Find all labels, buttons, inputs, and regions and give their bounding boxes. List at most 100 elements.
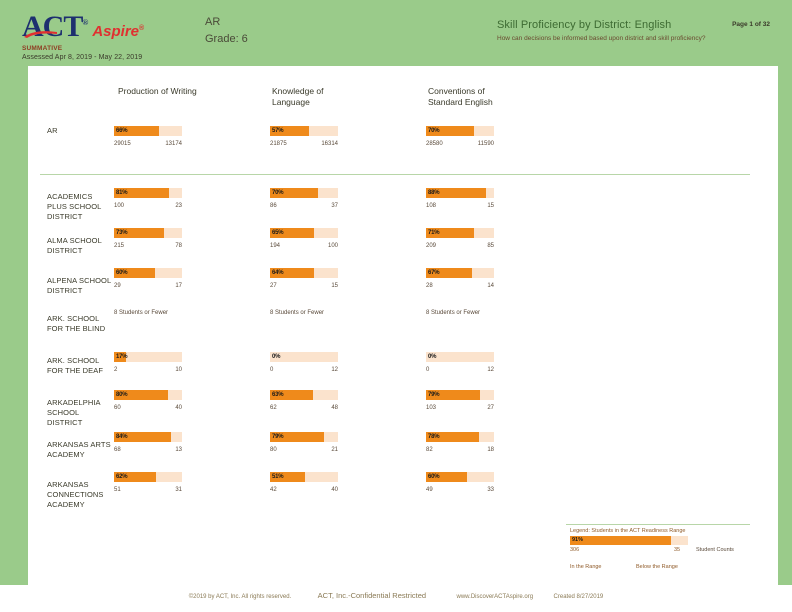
skill-cell: 70% 28580 11590 xyxy=(426,126,498,150)
proficiency-bar-fill xyxy=(426,432,480,442)
proficiency-percent: 88% xyxy=(428,190,440,196)
column-header-line1: Conventions of xyxy=(428,86,485,96)
skill-cell: 79% 80 21 xyxy=(270,432,342,456)
proficiency-percent: 80% xyxy=(116,392,128,398)
student-counts: 29 17 xyxy=(114,283,182,292)
student-counts: 2 10 xyxy=(114,367,182,376)
count-in-range: 28 xyxy=(426,283,433,289)
proficiency-bar-fill xyxy=(270,188,318,198)
proficiency-percent: 79% xyxy=(272,434,284,440)
count-in-range: 2 xyxy=(114,367,118,373)
skill-cell: 51% 42 40 xyxy=(270,472,342,496)
legend-student-counts-label: Student Counts xyxy=(696,547,734,553)
count-in-range: 0 xyxy=(426,367,430,373)
student-counts: 42 40 xyxy=(270,487,338,496)
proficiency-percent: 78% xyxy=(428,434,440,440)
legend-bar-fill xyxy=(570,536,672,545)
act-registered-icon: ® xyxy=(82,18,88,27)
student-counts: 215 78 xyxy=(114,243,182,252)
proficiency-percent: 17% xyxy=(116,354,128,360)
skill-cell: 63% 62 48 xyxy=(270,390,342,414)
proficiency-percent: 84% xyxy=(116,434,128,440)
footer-created-date: Created 8/27/2019 xyxy=(553,594,604,600)
proficiency-bar: 71% xyxy=(426,228,494,238)
skill-cell: 79% 103 27 xyxy=(426,390,498,414)
legend-counts: 306 35 Student Counts xyxy=(570,547,740,556)
report-title: Skill Proficiency by District: English xyxy=(497,19,672,31)
student-counts: 29015 13174 xyxy=(114,141,182,150)
student-counts: 28580 11590 xyxy=(426,141,494,150)
entity-name: AR xyxy=(205,16,221,28)
summative-label: SUMMATIVE xyxy=(22,45,63,52)
proficiency-percent: 60% xyxy=(116,270,128,276)
column-header-production-of-writing: Production of Writing xyxy=(118,86,197,97)
proficiency-bar-fill xyxy=(114,390,169,400)
right-border-band xyxy=(778,0,792,585)
legend-bar-percent: 91% xyxy=(572,537,584,543)
proficiency-bar: 79% xyxy=(426,390,494,400)
student-counts: 194 100 xyxy=(270,243,338,252)
proficiency-percent: 65% xyxy=(272,230,284,236)
count-below-range: 10 xyxy=(175,367,182,373)
proficiency-bar-fill xyxy=(426,228,475,238)
student-counts: 51 31 xyxy=(114,487,182,496)
proficiency-bar: 0% xyxy=(426,352,494,362)
count-below-range: 13 xyxy=(175,447,182,453)
count-below-range: 78 xyxy=(175,243,182,249)
proficiency-bar-fill xyxy=(114,352,126,362)
legend: Legend: Students in the ACT Readiness Ra… xyxy=(570,528,750,574)
proficiency-bar-fill xyxy=(426,126,474,136)
student-counts: 108 15 xyxy=(426,203,494,212)
proficiency-percent: 79% xyxy=(428,392,440,398)
count-below-range: 16314 xyxy=(321,141,338,147)
proficiency-bar-fill xyxy=(114,432,172,442)
skill-cell: 70% 86 37 xyxy=(270,188,342,212)
count-below-range: 17 xyxy=(175,283,182,289)
proficiency-percent: 51% xyxy=(272,474,284,480)
proficiency-bar-fill xyxy=(270,432,324,442)
count-below-range: 21 xyxy=(331,447,338,453)
proficiency-bar-fill xyxy=(270,268,314,278)
proficiency-percent: 63% xyxy=(272,392,284,398)
proficiency-bar: 17% xyxy=(114,352,182,362)
proficiency-bar: 66% xyxy=(114,126,182,136)
skill-cell: 57% 21875 16314 xyxy=(270,126,342,150)
count-in-range: 86 xyxy=(270,203,277,209)
district-name: ARKANSAS CONNECTIONS ACADEMY xyxy=(47,480,104,509)
count-below-range: 33 xyxy=(487,487,494,493)
skill-cell: 84% 68 13 xyxy=(114,432,186,456)
count-in-range: 215 xyxy=(114,243,125,249)
count-below-range: 85 xyxy=(487,243,494,249)
count-in-range: 194 xyxy=(270,243,281,249)
skill-cell: 62% 51 31 xyxy=(114,472,186,496)
proficiency-percent: 66% xyxy=(116,128,128,134)
skill-cell: 65% 194 100 xyxy=(270,228,342,252)
proficiency-bar: 62% xyxy=(114,472,182,482)
grade-label: Grade: 6 xyxy=(205,33,248,45)
district-name: ARK. SCHOOL FOR THE BLIND xyxy=(47,314,106,333)
district-name: ARKANSAS ARTS ACADEMY xyxy=(47,440,111,459)
proficiency-bar: 79% xyxy=(270,432,338,442)
skill-cell: 64% 27 15 xyxy=(270,268,342,292)
column-header-conventions-of-standard-english: Conventions of Standard English xyxy=(428,86,493,108)
footer-confidential: ACT, Inc.-Confidential Restricted xyxy=(317,591,427,600)
proficiency-bar: 0% xyxy=(270,352,338,362)
skill-cell: 88% 108 15 xyxy=(426,188,498,212)
count-below-range: 11590 xyxy=(477,141,494,147)
proficiency-bar: 60% xyxy=(114,268,182,278)
district-name: ACADEMICS PLUS SCHOOL DISTRICT xyxy=(47,192,102,221)
student-counts: 0 12 xyxy=(426,367,494,376)
legend-range-labels: In the Range Below the Range xyxy=(570,564,740,574)
count-below-range: 40 xyxy=(331,487,338,493)
student-counts: 100 23 xyxy=(114,203,182,212)
proficiency-percent: 81% xyxy=(116,190,128,196)
count-in-range: 49 xyxy=(426,487,433,493)
few-students-note: 8 Students or Fewer xyxy=(270,310,325,316)
skill-cell: 0% 0 12 xyxy=(270,352,342,376)
proficiency-percent: 73% xyxy=(116,230,128,236)
column-header-knowledge-of-language: Knowledge of Language xyxy=(272,86,324,108)
aspire-registered-icon: ® xyxy=(139,25,145,32)
proficiency-bar: 64% xyxy=(270,268,338,278)
proficiency-bar-fill xyxy=(114,472,157,482)
